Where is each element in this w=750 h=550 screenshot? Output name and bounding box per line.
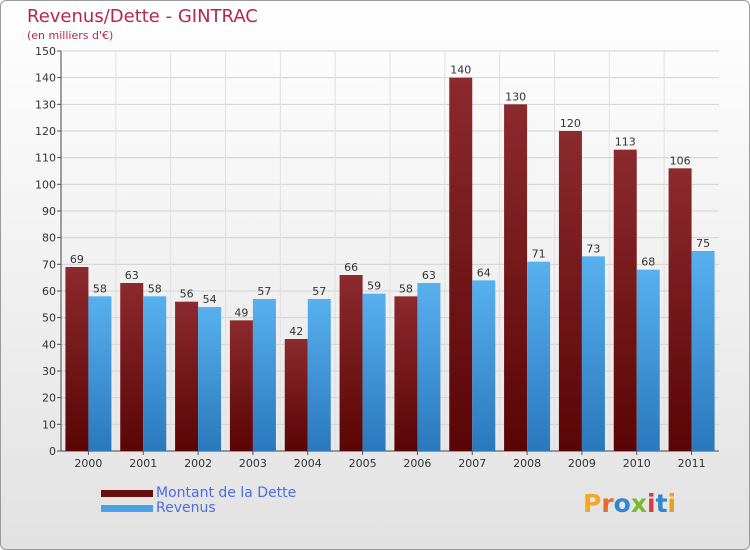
x-tick-label: 2011 [678,457,706,470]
data-label-dette: 49 [234,306,248,319]
y-tick-label: 0 [49,445,56,458]
bar-dette [613,149,637,451]
data-label-dette: 130 [505,90,526,103]
y-tick-label: 90 [42,205,56,218]
logo-letter: t [655,489,668,518]
y-tick-label: 70 [42,258,56,271]
logo-letter: r [601,489,614,518]
data-label-dette: 58 [399,282,413,295]
y-tick-label: 80 [42,232,56,245]
bar-revenus [362,293,386,451]
data-label-revenus: 73 [586,242,600,255]
x-tick-label: 2007 [458,457,486,470]
legend-label-revenus: Revenus [156,500,216,516]
data-label-revenus: 58 [93,282,107,295]
bar-dette [284,339,308,451]
bar-revenus [472,280,496,451]
x-tick-label: 2009 [568,457,596,470]
bar-dette [120,283,144,451]
y-tick-label: 10 [42,418,56,431]
data-label-revenus: 59 [367,280,381,293]
y-tick-label: 130 [35,98,56,111]
data-label-dette: 69 [70,253,84,266]
bar-revenus [417,283,441,451]
x-tick-label: 2003 [239,457,267,470]
data-label-dette: 106 [670,154,691,167]
bar-revenus [636,269,660,451]
logo-letter: x [630,489,647,518]
data-label-revenus: 64 [477,266,491,279]
bars [65,77,715,452]
data-label-revenus: 54 [203,293,217,306]
data-label-dette: 42 [289,325,303,338]
x-tick-label: 2010 [623,457,651,470]
legend-swatch-revenus [101,505,153,512]
y-tick-label: 100 [35,178,56,191]
bar-dette [449,77,473,452]
data-label-revenus: 57 [257,285,271,298]
y-tick-label: 50 [42,312,56,325]
logo-letter: o [613,489,631,518]
data-labels: 69 58 63 58 56 54 49 57 42 57 66 59 58 63 140 64 130 71 12… [70,64,710,338]
data-label-revenus: 57 [312,285,326,298]
x-tick-label: 2001 [129,457,157,470]
y-tick-label: 120 [35,125,56,138]
bar-dette [65,267,89,451]
logo-letter: i [667,489,677,518]
bar-dette [668,168,692,452]
y-tick-label: 150 [35,45,56,58]
y-tick-label: 140 [35,72,56,85]
legend-swatch-debt [101,490,153,497]
data-label-dette: 63 [125,269,139,282]
y-tick-label: 20 [42,392,56,405]
x-tick-label: 2008 [513,457,541,470]
y-tick-label: 40 [42,338,56,351]
data-label-revenus: 75 [696,237,710,250]
x-tick-label: 2000 [74,457,102,470]
chart-title: Revenus/Dette - GINTRAC [27,6,258,27]
data-label-dette: 120 [560,117,581,130]
logo-letter: P [583,489,602,518]
bar-revenus [252,299,276,451]
legend-label-debt: Montant de la Dette [156,485,297,501]
x-tick-label: 2002 [184,457,212,470]
logo-letter: i [647,489,656,518]
data-label-dette: 113 [615,136,636,149]
data-label-revenus: 68 [641,256,655,269]
bar-dette [558,131,582,451]
bar-revenus [88,296,112,451]
bar-dette [394,296,418,451]
data-label-dette: 56 [180,288,194,301]
axes: 0 10 20 30 40 50 60 70 80 90 100 110 120 130 140 150 200… [35,45,719,470]
x-tick-label: 2005 [349,457,377,470]
y-tick-label: 110 [35,152,56,165]
bar-dette [504,104,528,451]
x-tick-label: 2004 [294,457,322,470]
data-label-dette: 140 [450,64,471,77]
bar-revenus [307,299,331,451]
bar-revenus [198,307,222,451]
bar-revenus [691,251,715,451]
bar-revenus [527,261,551,451]
bar-dette [175,301,199,451]
chart-subtitle: (en milliers d'€) [27,29,114,42]
x-tick-label: 2006 [403,457,431,470]
data-label-dette: 66 [344,261,358,274]
bar-dette [339,275,363,451]
bar-revenus [581,256,605,451]
y-tick-label: 30 [42,365,56,378]
grid-lines [61,50,719,452]
proxiti-logo: Proxiti [583,489,676,518]
data-label-revenus: 58 [148,282,162,295]
bar-dette [229,320,253,451]
y-tick-label: 60 [42,285,56,298]
data-label-revenus: 63 [422,269,436,282]
data-label-revenus: 71 [532,248,546,261]
bar-revenus [143,296,167,451]
